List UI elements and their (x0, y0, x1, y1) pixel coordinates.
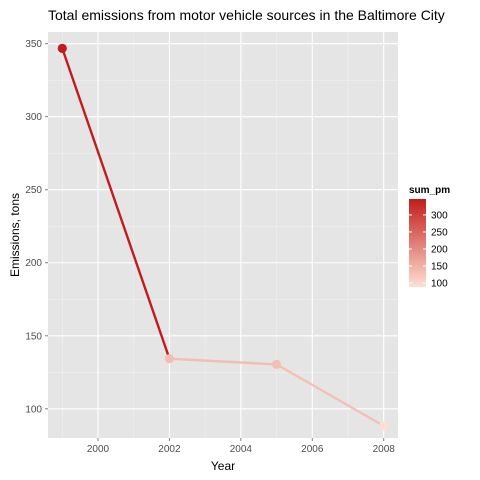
data-point (164, 354, 175, 364)
y-tick-label: 200 (25, 258, 42, 269)
data-point (379, 421, 389, 431)
chart-title: Total emissions from motor vehicle sourc… (48, 7, 445, 23)
plot-panel (48, 32, 398, 438)
legend-title: sum_pm (409, 185, 450, 196)
legend-tick-label: 250 (431, 227, 448, 238)
series-segment (275, 363, 385, 428)
legend-tick-label: 200 (431, 244, 448, 255)
legend-tick-label: 300 (431, 210, 448, 221)
series-segment (61, 47, 171, 360)
y-axis-ticks: 100 150 200 250 300 350 (25, 39, 48, 415)
y-tick-label: 350 (25, 39, 42, 50)
data-point (271, 359, 282, 369)
major-gridlines (48, 32, 398, 438)
x-tick-label: 2006 (301, 444, 324, 455)
data-point (57, 43, 67, 53)
legend-tick-label: 100 (431, 279, 448, 290)
x-tick-label: 2000 (87, 444, 110, 455)
y-tick-label: 250 (25, 185, 42, 196)
series-segment (168, 357, 278, 366)
minor-gridlines (48, 32, 398, 438)
legend-tick-label: 150 (431, 261, 448, 272)
legend-colorbar (409, 199, 426, 287)
x-tick-label: 2004 (230, 444, 253, 455)
y-axis-title: Emissions, tons (8, 193, 22, 277)
y-tick-label: 300 (25, 112, 42, 123)
x-tick-label: 2002 (158, 444, 181, 455)
y-tick-label: 100 (25, 404, 42, 415)
x-axis-title: Year (211, 459, 235, 473)
series-line (61, 47, 385, 428)
legend-ticks: 100 150 200 250 300 (409, 210, 448, 290)
series-points (57, 43, 389, 431)
x-tick-label: 2008 (373, 444, 396, 455)
y-tick-label: 150 (25, 331, 42, 342)
color-legend: sum_pm 100 150 200 250 300 (409, 185, 450, 290)
x-axis-ticks: 2000 2002 2004 2006 2008 (87, 438, 395, 455)
